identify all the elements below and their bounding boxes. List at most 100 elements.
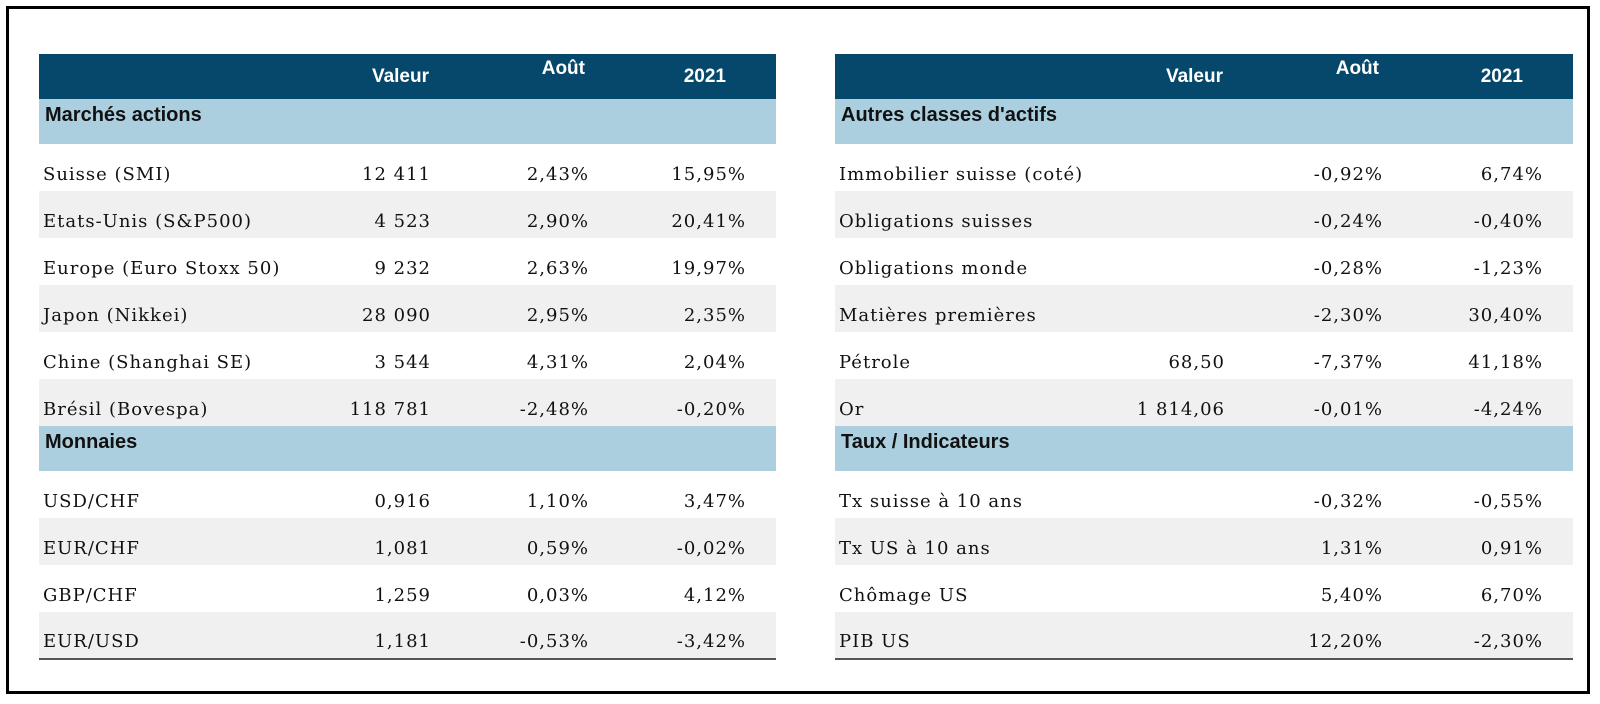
row-valeur: 0,916 <box>374 491 431 512</box>
left-table-panel: Valeur Août 2021 Marchés actions Suisse … <box>39 54 776 660</box>
table-row: EUR/CHF 1,081 0,59% -0,02% <box>39 518 776 565</box>
right-market-table: Valeur Août 2021 Autres classes d'actifs… <box>835 54 1573 660</box>
row-name: Europe (Euro Stoxx 50) <box>43 258 281 279</box>
table-row: Chômage US 5,40% 6,70% <box>835 565 1573 612</box>
row-valeur <box>1135 518 1225 565</box>
header-2021: 2021 <box>1480 65 1523 87</box>
row-name: Pétrole <box>839 352 912 373</box>
document-frame: Valeur Août 2021 Marchés actions Suisse … <box>6 6 1590 694</box>
row-name: EUR/USD <box>39 612 319 660</box>
section-title: Marchés actions <box>45 104 202 126</box>
section-title: Monnaies <box>45 431 138 453</box>
table-row: Matières premières -2,30% 30,40% <box>835 285 1573 332</box>
section-header-row: Autres classes d'actifs <box>835 99 1573 144</box>
row-aout: -0,01% <box>1313 399 1383 420</box>
row-name: Etats-Unis (S&P500) <box>43 211 253 232</box>
row-aout: 4,31% <box>526 352 589 373</box>
table-row: GBP/CHF 1,259 0,03% 4,12% <box>39 565 776 612</box>
row-aout: -0,92% <box>1313 164 1383 185</box>
row-aout: 12,20% <box>1225 612 1383 660</box>
table-row: Or 1 814,06 -0,01% -4,24% <box>835 379 1573 426</box>
left-market-table: Valeur Août 2021 Marchés actions Suisse … <box>39 54 776 660</box>
table-header-row: Valeur Août 2021 <box>39 54 776 99</box>
table-row: Chine (Shanghai SE) 3 544 4,31% 2,04% <box>39 332 776 379</box>
row-valeur: 1,181 <box>319 612 431 660</box>
row-aout: -0,32% <box>1313 491 1383 512</box>
row-aout: 2,43% <box>526 164 589 185</box>
row-valeur: 1 814,06 <box>1136 399 1225 420</box>
row-2021: -3,42% <box>589 612 776 660</box>
row-aout: -0,28% <box>1313 258 1383 279</box>
row-valeur: 1,081 <box>374 538 431 559</box>
row-valeur: 3 544 <box>374 352 431 373</box>
row-2021: -0,40% <box>1473 211 1543 232</box>
row-2021: 0,91% <box>1480 538 1543 559</box>
row-name: Chômage US <box>839 585 969 606</box>
row-valeur: 12 411 <box>362 164 431 185</box>
row-valeur <box>1135 565 1225 612</box>
row-valeur <box>1135 471 1225 518</box>
row-aout: -0,24% <box>1313 211 1383 232</box>
row-name: Tx suisse à 10 ans <box>839 491 1023 512</box>
row-name: Chine (Shanghai SE) <box>43 352 253 373</box>
row-2021: 2,35% <box>683 305 746 326</box>
table-row: EUR/USD 1,181 -0,53% -3,42% <box>39 612 776 660</box>
row-2021: -0,55% <box>1473 491 1543 512</box>
table-row: Brésil (Bovespa) 118 781 -2,48% -0,20% <box>39 379 776 426</box>
row-2021: -4,24% <box>1473 399 1543 420</box>
row-valeur <box>1135 144 1225 191</box>
row-aout: 1,31% <box>1320 538 1383 559</box>
row-2021: 19,97% <box>671 258 746 279</box>
row-aout: -2,30% <box>1313 305 1383 326</box>
row-2021: 3,47% <box>683 491 746 512</box>
row-aout: -7,37% <box>1313 352 1383 373</box>
section-title: Taux / Indicateurs <box>841 431 1010 453</box>
row-2021: 41,18% <box>1468 352 1543 373</box>
row-aout: -0,53% <box>431 612 589 660</box>
table-row: USD/CHF 0,916 1,10% 3,47% <box>39 471 776 518</box>
row-valeur <box>1135 191 1225 238</box>
row-2021: 6,70% <box>1480 585 1543 606</box>
row-2021: -0,02% <box>676 538 746 559</box>
row-2021: 2,04% <box>683 352 746 373</box>
row-valeur <box>1135 285 1225 332</box>
row-2021: 4,12% <box>683 585 746 606</box>
row-aout: -2,48% <box>519 399 589 420</box>
row-valeur: 118 781 <box>349 399 431 420</box>
section-header-row: Monnaies <box>39 426 776 471</box>
row-name: Suisse (SMI) <box>43 164 172 185</box>
row-aout: 1,10% <box>526 491 589 512</box>
row-aout: 2,90% <box>526 211 589 232</box>
header-aout: Août <box>541 58 585 79</box>
row-name: Obligations suisses <box>839 211 1034 232</box>
row-name: Or <box>839 399 865 420</box>
header-2021: 2021 <box>683 65 726 87</box>
row-name: Immobilier suisse (coté) <box>839 164 1084 185</box>
row-valeur <box>1135 238 1225 285</box>
row-name: PIB US <box>835 612 1135 660</box>
row-name: EUR/CHF <box>43 538 140 559</box>
row-valeur: 4 523 <box>374 211 431 232</box>
table-row: Tx US à 10 ans 1,31% 0,91% <box>835 518 1573 565</box>
row-valeur <box>1135 612 1225 660</box>
row-2021: 20,41% <box>671 211 746 232</box>
row-2021: 15,95% <box>671 164 746 185</box>
row-2021: -2,30% <box>1383 612 1573 660</box>
header-name-col <box>39 54 319 99</box>
row-valeur: 1,259 <box>374 585 431 606</box>
header-aout: Août <box>1335 58 1379 79</box>
row-2021: -0,20% <box>676 399 746 420</box>
row-name: Obligations monde <box>839 258 1029 279</box>
row-name: Japon (Nikkei) <box>43 305 189 326</box>
row-2021: -1,23% <box>1473 258 1543 279</box>
table-row: Europe (Euro Stoxx 50) 9 232 2,63% 19,97… <box>39 238 776 285</box>
row-2021: 6,74% <box>1480 164 1543 185</box>
table-header-row: Valeur Août 2021 <box>835 54 1573 99</box>
header-name-col <box>835 54 1135 99</box>
table-row: PIB US 12,20% -2,30% <box>835 612 1573 660</box>
table-row: Suisse (SMI) 12 411 2,43% 15,95% <box>39 144 776 191</box>
row-name: Brésil (Bovespa) <box>43 399 209 420</box>
row-aout: 5,40% <box>1320 585 1383 606</box>
section-title: Autres classes d'actifs <box>841 104 1057 126</box>
row-aout: 0,03% <box>526 585 589 606</box>
